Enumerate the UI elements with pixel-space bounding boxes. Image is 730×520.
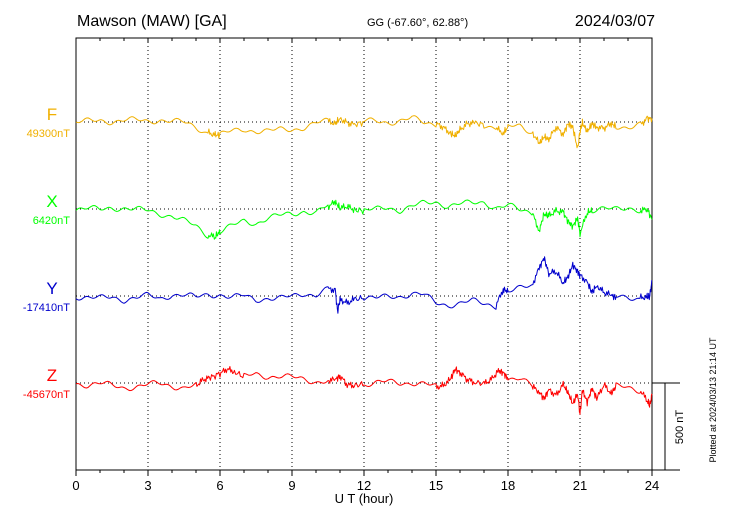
station-title: Mawson (MAW) [GA] bbox=[77, 13, 227, 30]
x-tick-label: 6 bbox=[216, 478, 223, 493]
series-baseline-z: -45670nT bbox=[23, 389, 70, 401]
x-tick-label: 3 bbox=[144, 478, 151, 493]
date-label: 2024/03/07 bbox=[575, 13, 655, 30]
trace-y bbox=[75, 256, 653, 314]
x-tick-label: 9 bbox=[288, 478, 295, 493]
x-axis-label: U T (hour) bbox=[335, 491, 394, 506]
x-tick-label: 24 bbox=[645, 478, 659, 493]
series-group bbox=[75, 115, 653, 415]
series-name-f: F bbox=[47, 105, 57, 124]
trace-x bbox=[75, 199, 653, 240]
series-baseline-f: 49300nT bbox=[27, 128, 71, 140]
x-tick-label: 15 bbox=[429, 478, 443, 493]
x-tick-label: 18 bbox=[501, 478, 515, 493]
x-tick-label: 21 bbox=[573, 478, 587, 493]
plotted-at-label: Plotted at 2024/03/13 21:14 UT bbox=[708, 337, 718, 463]
series-name-y: Y bbox=[46, 279, 57, 298]
x-axis: 0 3 6 9 12 15 18 21 24 bbox=[72, 38, 659, 493]
coordinates-label: GG (-67.60°, 62.88°) bbox=[367, 17, 468, 29]
series-name-z: Z bbox=[47, 366, 57, 385]
x-tick-label: 12 bbox=[357, 478, 371, 493]
x-tick-label: 0 bbox=[72, 478, 79, 493]
series-name-x: X bbox=[46, 192, 57, 211]
scale-bar: 500 nT bbox=[652, 382, 686, 471]
series-baseline-x: 6420nT bbox=[33, 215, 71, 227]
grid bbox=[76, 38, 652, 470]
trace-z bbox=[75, 366, 653, 415]
series-baseline-y: -17410nT bbox=[23, 302, 70, 314]
scale-bar-label: 500 nT bbox=[674, 410, 686, 445]
series-labels: F 49300nT X 6420nT Y -17410nT Z -45670nT bbox=[23, 105, 70, 401]
trace-f bbox=[75, 115, 653, 149]
